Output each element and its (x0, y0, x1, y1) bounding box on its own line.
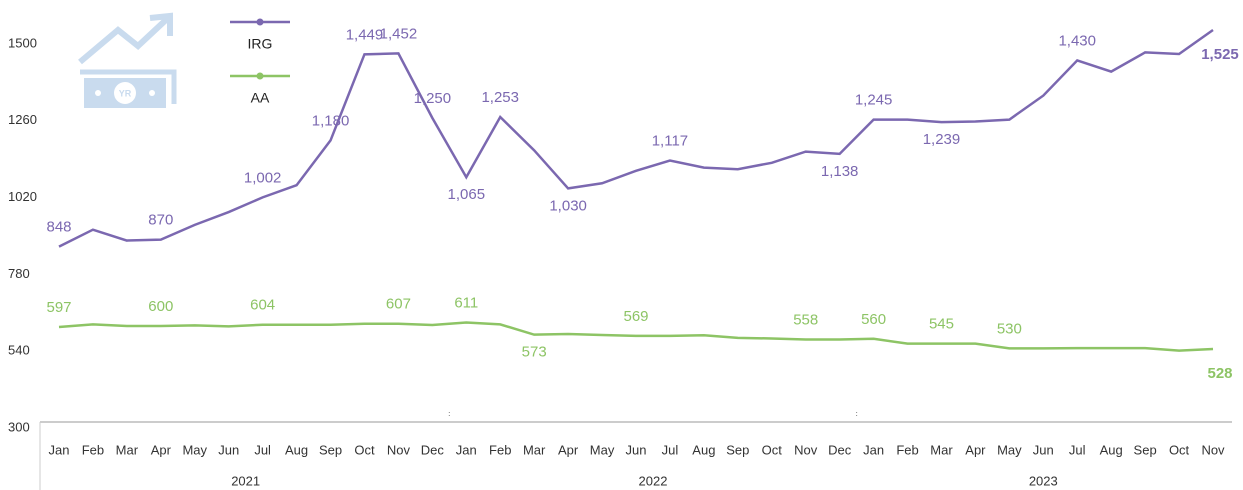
value-label: 604 (250, 297, 275, 314)
value-label: 597 (46, 299, 71, 316)
value-label: 870 (148, 212, 173, 229)
value-label: 1,180 (312, 112, 350, 129)
value-label: 1,449 (346, 26, 384, 43)
x-tick-label: Jan (456, 442, 477, 457)
value-label: 1,065 (448, 186, 486, 203)
y-tick-label: 1260 (8, 112, 37, 127)
value-label: 1,525 (1201, 46, 1239, 63)
value-label: 1,117 (652, 133, 688, 150)
icon-dot (149, 90, 155, 96)
legend-dot (256, 72, 264, 80)
value-label: 545 (929, 316, 954, 333)
x-tick-label: Dec (421, 442, 445, 457)
legend-label: IRG (248, 36, 273, 52)
x-tick-label: Feb (489, 442, 511, 457)
x-tick-label: Mar (930, 442, 953, 457)
x-tick-label: Aug (285, 442, 308, 457)
x-tick-label: Oct (1169, 442, 1190, 457)
icon (78, 12, 177, 108)
y-tick-label: 300 (8, 419, 30, 434)
value-label: 611 (454, 294, 478, 311)
year-label: 2021 (231, 473, 260, 488)
value-label: 1,452 (380, 25, 418, 42)
x-tick-label: Nov (1201, 442, 1225, 457)
value-label: 1,002 (244, 169, 282, 186)
x-tick-label: Apr (558, 442, 579, 457)
x-tick-label: Aug (1100, 442, 1123, 457)
x-tick-label: Nov (387, 442, 411, 457)
value-label: 530 (997, 320, 1022, 337)
value-label: 1,239 (923, 131, 961, 148)
value-label: 1,430 (1058, 32, 1096, 49)
x-tick-label: Sep (319, 442, 342, 457)
value-label: 528 (1207, 365, 1232, 382)
value-label: 607 (386, 296, 411, 313)
x-tick-label: Apr (965, 442, 986, 457)
legend-dot (256, 18, 264, 26)
x-tick-label: Jul (254, 442, 271, 457)
x-tick-label: Oct (354, 442, 375, 457)
value-label: 558 (793, 311, 818, 328)
value-label: 1,253 (481, 89, 519, 106)
x-tick-label: Jun (1033, 442, 1054, 457)
value-label: 1,245 (855, 92, 893, 109)
value-label: 1,030 (549, 197, 587, 214)
y-tick-label: 1020 (8, 189, 37, 204)
year-label: 2022 (639, 473, 668, 488)
year-label: 2023 (1029, 473, 1058, 488)
x-tick-label: Jul (662, 442, 679, 457)
icon-bill-back (80, 69, 177, 104)
legend-label: AA (251, 90, 270, 106)
x-tick-label: Jan (49, 442, 70, 457)
x-tick-label: Jun (626, 442, 647, 457)
x-tick-label: May (182, 442, 207, 457)
value-label: 600 (148, 298, 173, 315)
x-tick-label: May (590, 442, 615, 457)
x-tick-label: Dec (828, 442, 852, 457)
series-line (58, 28, 1214, 248)
series-line (58, 321, 1214, 352)
value-label: 560 (861, 311, 886, 328)
x-tick-label: May (997, 442, 1022, 457)
x-tick-label: Mar (116, 442, 139, 457)
x-tick-label: Oct (762, 442, 783, 457)
value-label: 1,138 (821, 163, 859, 180)
icon-arrow (78, 15, 171, 65)
value-label: 573 (522, 344, 547, 361)
x-tick-label: Sep (726, 442, 749, 457)
x-tick-label: Jan (863, 442, 884, 457)
x-tick-label: Jun (218, 442, 239, 457)
x-tick-label: Sep (1134, 442, 1157, 457)
x-tick-label: Apr (151, 442, 172, 457)
x-tick-label: Jul (1069, 442, 1086, 457)
x-tick-label: Feb (82, 442, 104, 457)
x-tick-label: Aug (692, 442, 715, 457)
icon-text: YR (119, 88, 132, 98)
x-tick-label: Feb (896, 442, 918, 457)
value-label: 1,250 (414, 90, 452, 107)
icon-dot (95, 90, 101, 96)
y-tick-label: 780 (8, 266, 30, 281)
x-tick-label: Mar (523, 442, 546, 457)
y-tick-label: 1500 (8, 35, 37, 50)
icon-coin (114, 82, 136, 104)
value-label: 569 (623, 308, 648, 325)
value-label: 848 (46, 219, 71, 236)
x-tick-label: Nov (794, 442, 818, 457)
y-tick-label: 540 (8, 343, 30, 358)
icon-arrowhead (149, 12, 173, 36)
